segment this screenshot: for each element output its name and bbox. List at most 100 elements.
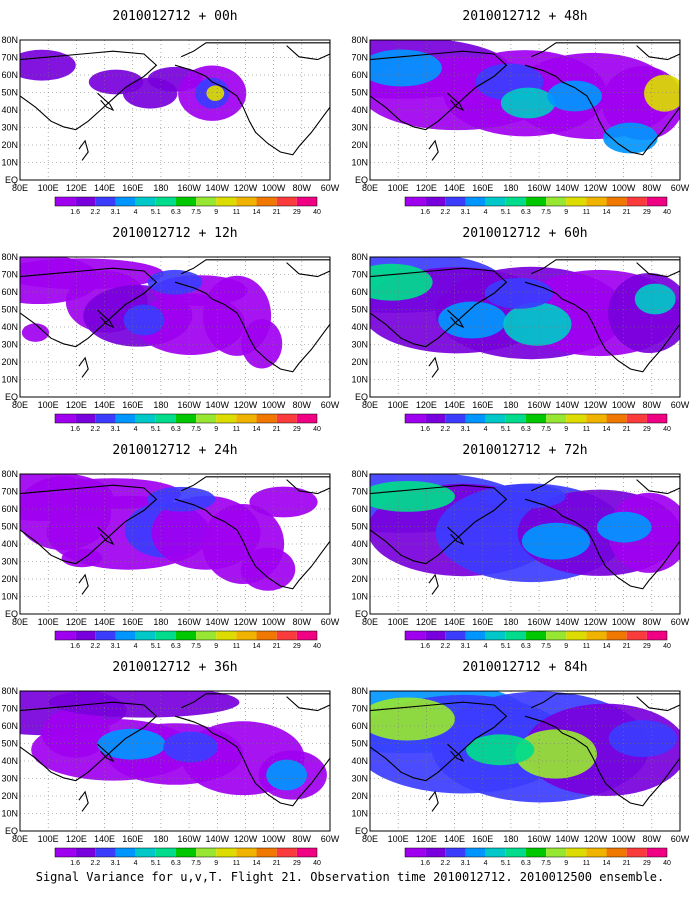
colorbar-swatch bbox=[256, 197, 277, 206]
y-tick-label: EQ bbox=[355, 392, 368, 402]
x-tick-label: 160E bbox=[122, 834, 143, 844]
y-tick-label: 20N bbox=[351, 357, 368, 367]
x-tick-label: 140W bbox=[556, 617, 580, 627]
y-tick-label: 50N bbox=[1, 305, 18, 315]
colorbar-swatch bbox=[175, 414, 197, 423]
x-tick-label: 80W bbox=[643, 834, 662, 844]
x-tick-label: 120E bbox=[416, 400, 437, 410]
x-tick-label: 100W bbox=[612, 400, 636, 410]
variance-field bbox=[20, 257, 330, 397]
x-tick-label: 160E bbox=[122, 617, 143, 627]
x-tick-label: 140E bbox=[94, 183, 115, 193]
y-tick-label: EQ bbox=[5, 609, 18, 619]
colorbar-label: 40 bbox=[313, 860, 321, 867]
colorbar-label: 1.6 bbox=[70, 860, 80, 867]
colorbar-swatch bbox=[95, 414, 116, 423]
colorbar-label: 21 bbox=[273, 209, 281, 216]
colorbar-swatch bbox=[276, 848, 297, 857]
colorbar-swatch bbox=[216, 197, 237, 206]
colorbar-label: 3.1 bbox=[461, 209, 471, 216]
colorbar-label: 7.5 bbox=[541, 643, 551, 650]
colorbar-label: 9 bbox=[564, 860, 568, 867]
x-tick-label: 140E bbox=[94, 400, 115, 410]
colorbar-swatch bbox=[155, 848, 176, 857]
coastline bbox=[20, 267, 158, 348]
variance-contour bbox=[147, 486, 216, 512]
colorbar-label: 9 bbox=[214, 426, 218, 433]
colorbar-swatch bbox=[546, 631, 567, 640]
variance-field bbox=[20, 474, 330, 614]
coastline bbox=[286, 474, 330, 495]
colorbar-swatch bbox=[55, 197, 76, 206]
x-tick-label: 100E bbox=[388, 400, 409, 410]
colorbar-label: 21 bbox=[273, 860, 281, 867]
colorbar-label: 9 bbox=[214, 209, 218, 216]
colorbar-label: 7.5 bbox=[541, 860, 551, 867]
coastline bbox=[97, 92, 115, 112]
colorbar-swatch bbox=[425, 414, 446, 423]
x-tick-label: 80E bbox=[12, 400, 28, 410]
colorbar-label: 11 bbox=[583, 209, 590, 216]
y-tick-label: EQ bbox=[5, 392, 18, 402]
colorbar-swatch bbox=[216, 414, 237, 423]
colorbar-swatch bbox=[196, 848, 217, 857]
colorbar-swatch bbox=[546, 197, 567, 206]
variance-contour bbox=[370, 49, 442, 87]
colorbar-swatch bbox=[55, 414, 76, 423]
x-tick-label: 80E bbox=[362, 617, 378, 627]
colorbar-frame bbox=[54, 847, 318, 858]
x-tick-label: 120E bbox=[416, 183, 437, 193]
colorbar-swatch bbox=[75, 631, 96, 640]
x-tick-label: 160E bbox=[472, 400, 493, 410]
panel-title: 2010012712 + 36h bbox=[112, 660, 237, 675]
coastline bbox=[370, 267, 508, 348]
colorbar-label: 6.3 bbox=[171, 426, 181, 433]
colorbar-label: 9 bbox=[564, 426, 568, 433]
colorbar-swatch bbox=[155, 414, 176, 423]
y-tick-label: 80N bbox=[1, 252, 18, 262]
colorbar-label: 14 bbox=[603, 860, 611, 867]
colorbar-swatch bbox=[405, 631, 426, 640]
coastline bbox=[447, 743, 465, 763]
colorbar-swatch bbox=[646, 197, 667, 206]
x-tick-label: 100W bbox=[612, 617, 636, 627]
colorbar-frame bbox=[404, 196, 668, 207]
colorbar-label: 4 bbox=[484, 426, 488, 433]
colorbar-swatch bbox=[196, 414, 217, 423]
colorbar-swatch bbox=[646, 414, 667, 423]
x-tick-label: 160E bbox=[472, 617, 493, 627]
colorbar-label: 2.2 bbox=[90, 860, 100, 867]
colorbar-swatch bbox=[505, 631, 526, 640]
x-tick-label: 100E bbox=[38, 617, 59, 627]
x-tick-label: 100E bbox=[388, 183, 409, 193]
colorbar-swatch bbox=[646, 631, 667, 640]
colorbar-label: 6.3 bbox=[521, 643, 531, 650]
y-tick-label: 10N bbox=[1, 592, 18, 602]
x-tick-label: 140W bbox=[556, 400, 580, 410]
colorbar-label: 5.1 bbox=[501, 643, 511, 650]
x-tick-label: 180 bbox=[153, 183, 168, 193]
colorbar-swatch bbox=[115, 631, 136, 640]
variance-contour bbox=[521, 522, 591, 560]
colorbar-swatch bbox=[256, 414, 277, 423]
colorbar-label: 9 bbox=[564, 209, 568, 216]
colorbar-swatch bbox=[135, 414, 156, 423]
y-tick-label: 10N bbox=[351, 809, 368, 819]
coastline bbox=[524, 476, 680, 590]
x-tick-label: 100W bbox=[262, 400, 286, 410]
coastline bbox=[636, 691, 680, 712]
colorbar-label: 2.2 bbox=[440, 426, 450, 433]
y-tick-label: 50N bbox=[351, 88, 368, 98]
x-tick-label: 80E bbox=[12, 834, 28, 844]
coastline bbox=[20, 484, 158, 565]
x-tick-label: 160W bbox=[527, 617, 551, 627]
colorbar-swatch bbox=[525, 197, 547, 206]
y-tick-label: 50N bbox=[1, 88, 18, 98]
coastline bbox=[428, 139, 439, 161]
y-tick-label: 80N bbox=[1, 686, 18, 696]
colorbar-label: 1.6 bbox=[420, 209, 430, 216]
map-panel: 2010012712 + 36h 80E 100E 120E 140E 160E 180 16… bbox=[1, 660, 339, 867]
colorbar-swatch bbox=[296, 414, 317, 423]
x-tick-label: 180 bbox=[503, 834, 518, 844]
